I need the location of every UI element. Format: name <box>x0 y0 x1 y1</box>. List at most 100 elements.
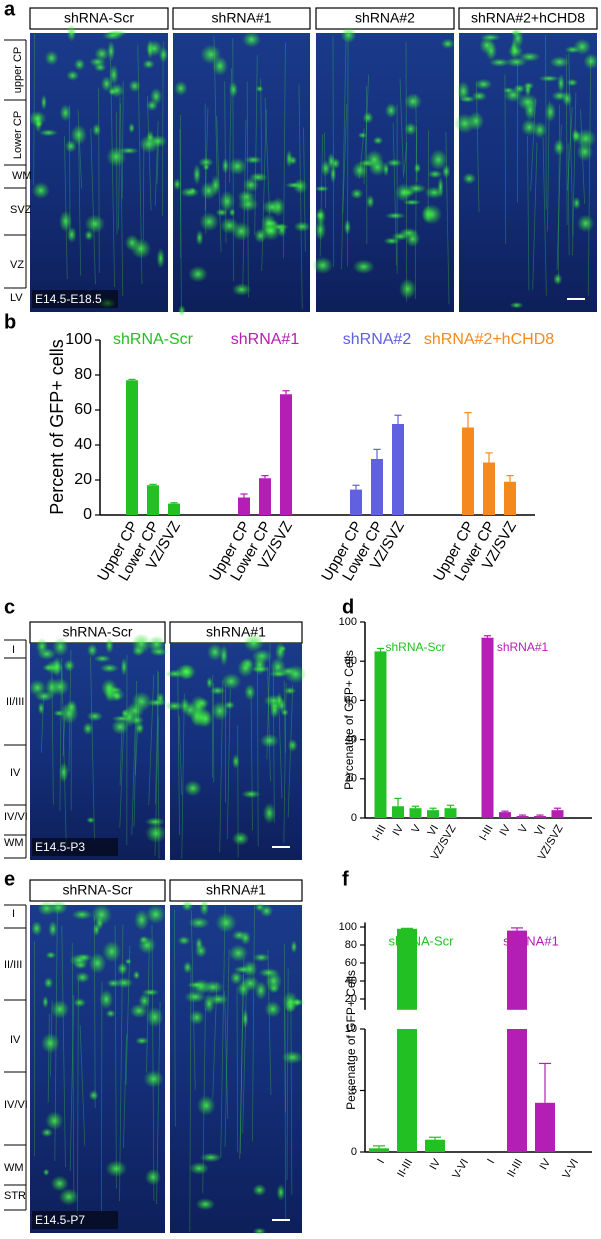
micrograph <box>30 33 168 312</box>
panel-label: f <box>342 868 349 890</box>
fiber <box>242 119 247 286</box>
cell <box>441 164 451 179</box>
cell <box>88 1089 99 1101</box>
cell <box>231 753 240 770</box>
fiber <box>556 124 562 270</box>
y-tick-label: 20 <box>345 993 357 1005</box>
cell <box>462 172 477 185</box>
cell <box>206 676 213 689</box>
cell <box>189 1161 209 1175</box>
x-tick-label: VI <box>426 823 442 838</box>
x-tick-label: I-III <box>477 823 495 843</box>
cell <box>262 802 277 824</box>
cell <box>149 87 163 106</box>
series-label: shRNA-Scr <box>113 331 194 348</box>
cell <box>384 212 406 220</box>
x-tick-label: II-III <box>395 1157 415 1179</box>
cell <box>188 265 208 283</box>
cell <box>145 823 167 844</box>
cell <box>115 977 134 989</box>
fiber <box>557 104 560 283</box>
cell <box>562 91 573 107</box>
y-tick-label: 20 <box>345 773 357 785</box>
cell <box>58 1188 79 1206</box>
y-tick-label: 0 <box>351 812 357 824</box>
stage-bg <box>32 290 118 308</box>
fiber <box>224 991 229 1119</box>
bar <box>535 1102 555 1152</box>
cell <box>553 139 565 156</box>
fiber <box>156 1002 161 1205</box>
cell <box>42 995 49 1009</box>
fiber <box>239 957 245 1160</box>
cell <box>94 46 110 61</box>
fiber <box>399 78 404 178</box>
bar <box>427 810 439 818</box>
cell <box>352 259 375 275</box>
cell <box>549 56 570 69</box>
stage-label: E14.5-P7 <box>35 1213 85 1227</box>
cell <box>405 230 421 248</box>
micrograph-cells <box>312 26 455 305</box>
fiber <box>261 109 267 272</box>
cell <box>263 694 284 707</box>
cell <box>86 711 104 722</box>
cell <box>165 701 185 712</box>
fiber <box>532 142 538 290</box>
cell <box>293 221 311 232</box>
micrograph <box>30 643 165 860</box>
fiber <box>567 107 573 191</box>
fiber <box>47 1013 50 1103</box>
fiber <box>358 128 365 179</box>
cell <box>65 699 78 715</box>
cell <box>244 683 256 701</box>
cell <box>437 176 444 198</box>
y-tick-label: 80 <box>345 655 357 667</box>
cell <box>117 962 129 976</box>
cell <box>233 965 253 974</box>
cell <box>268 670 290 678</box>
cell <box>149 647 169 657</box>
cell <box>232 283 252 296</box>
y-tick-label: 0 <box>351 1146 357 1158</box>
cell <box>102 31 124 41</box>
cell <box>131 633 152 655</box>
cell <box>111 718 129 735</box>
cell <box>516 93 539 111</box>
fiber <box>40 695 44 753</box>
region-label: VZ <box>10 259 24 271</box>
cell <box>131 691 152 712</box>
bar <box>374 651 387 818</box>
fiber <box>62 705 66 757</box>
region-label: WM <box>4 837 24 849</box>
cell <box>195 1198 216 1211</box>
fiber <box>542 137 547 296</box>
cell <box>143 1070 164 1088</box>
cell <box>241 789 261 799</box>
fiber <box>79 1025 86 1146</box>
fiber <box>69 105 71 240</box>
fiber <box>174 909 176 1127</box>
stage-label: E14.5-P3 <box>35 840 85 854</box>
fiber <box>545 34 547 210</box>
cell <box>259 904 274 918</box>
cell <box>237 658 254 678</box>
cell <box>199 181 218 200</box>
fiber <box>283 680 286 753</box>
cell <box>274 642 286 662</box>
bar <box>481 637 494 818</box>
cell <box>383 237 400 245</box>
cell <box>252 1183 267 1197</box>
bar <box>409 808 422 818</box>
cell <box>58 210 73 233</box>
cell <box>105 1160 128 1178</box>
bar <box>392 806 404 818</box>
fiber <box>100 981 103 1212</box>
y-tick-label: 80 <box>345 939 357 951</box>
fiber <box>131 680 138 835</box>
fiber <box>298 84 303 310</box>
cell <box>40 94 47 111</box>
header-label: shRNA-Scr <box>62 624 132 640</box>
fiber <box>246 81 249 298</box>
cell <box>280 708 289 717</box>
